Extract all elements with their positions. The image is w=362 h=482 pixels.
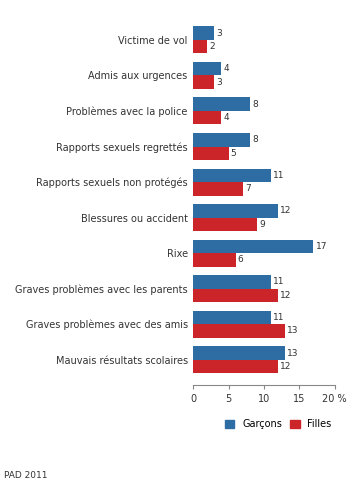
Bar (193, 27, 214, 40)
Bar (193, 204, 278, 217)
Text: 8: 8 (252, 100, 258, 109)
Bar (193, 289, 278, 302)
Text: 3: 3 (216, 28, 222, 38)
Bar (193, 253, 236, 267)
Text: 11: 11 (273, 278, 285, 286)
Text: 8: 8 (252, 135, 258, 144)
Text: 12: 12 (280, 206, 291, 215)
Bar (193, 147, 228, 160)
Bar (193, 275, 271, 289)
Bar (193, 182, 243, 196)
Text: 13: 13 (287, 326, 299, 335)
Text: 17: 17 (316, 242, 327, 251)
Text: 2: 2 (210, 42, 215, 51)
Bar (193, 240, 313, 253)
Bar (193, 111, 222, 124)
Text: 7: 7 (245, 184, 251, 193)
Bar (193, 133, 250, 147)
Text: 9: 9 (259, 220, 265, 229)
Bar (193, 40, 207, 54)
Bar (193, 97, 250, 111)
Text: 11: 11 (273, 171, 285, 180)
Bar (193, 75, 214, 89)
Bar (193, 346, 285, 360)
Text: 12: 12 (280, 291, 291, 300)
Text: 4: 4 (224, 113, 229, 122)
Text: 5: 5 (231, 149, 236, 158)
Bar (193, 311, 271, 324)
Legend: Garçons, Filles: Garçons, Filles (221, 415, 336, 433)
Text: 3: 3 (216, 78, 222, 87)
Text: 13: 13 (287, 348, 299, 358)
Bar (193, 217, 257, 231)
Text: PAD 2011: PAD 2011 (4, 470, 47, 480)
Text: 4: 4 (224, 64, 229, 73)
Text: 6: 6 (238, 255, 244, 265)
Bar (193, 169, 271, 182)
Text: 12: 12 (280, 362, 291, 371)
Bar (193, 324, 285, 338)
Bar (193, 360, 278, 373)
Text: 11: 11 (273, 313, 285, 322)
Bar (193, 62, 222, 75)
